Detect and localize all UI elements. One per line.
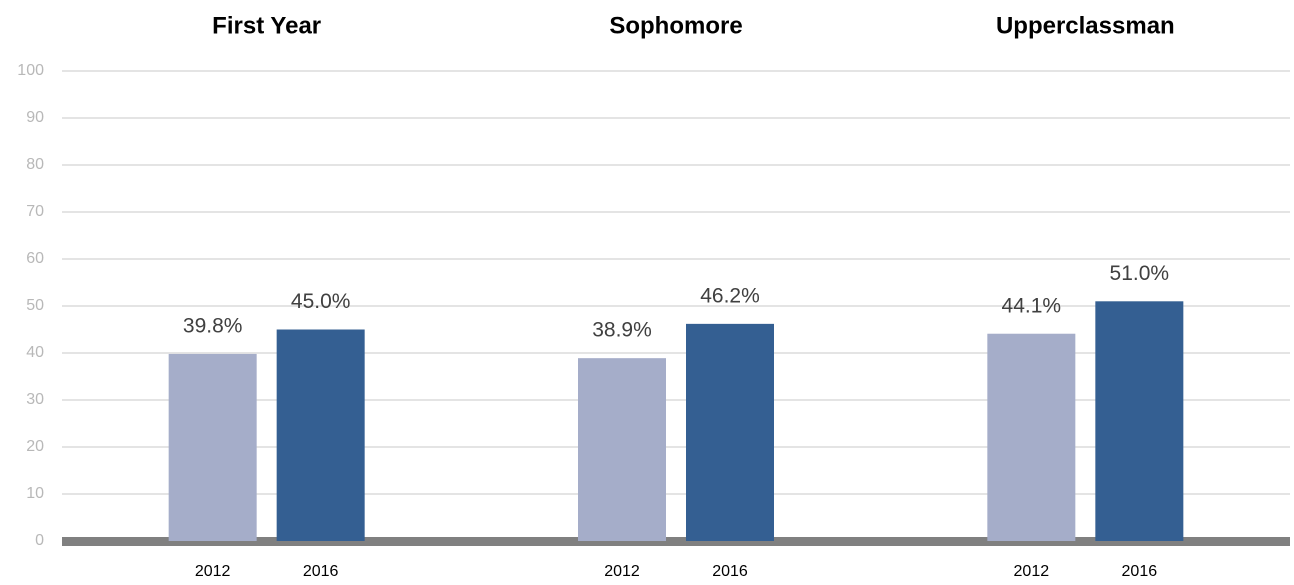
value-label: 44.1% [1002,294,1062,317]
value-label: 39.8% [183,314,243,337]
y-tick-label: 80 [26,156,44,173]
group-title: Sophomore [609,12,742,39]
group-title: First Year [212,12,321,39]
bar [686,323,774,541]
x-tick-label: 2016 [1122,563,1158,580]
bar [276,329,365,541]
y-tick-label: 30 [26,391,44,408]
y-tick-label: 0 [35,532,44,549]
y-tick-label: 50 [26,297,44,314]
y-tick-label: 60 [26,250,44,267]
y-tick-label: 90 [26,109,44,126]
value-label: 38.9% [592,319,652,342]
value-label: 45.0% [291,290,351,313]
x-tick-label: 2012 [1014,563,1050,580]
bar [987,333,1076,541]
bar [578,358,666,541]
x-tick-label: 2016 [303,563,339,580]
value-label: 46.2% [700,284,760,307]
y-tick-label: 100 [17,62,44,79]
value-label: 51.0% [1110,262,1170,285]
x-tick-label: 2012 [604,563,640,580]
y-tick-label: 70 [26,203,44,220]
x-tick-label: 2012 [195,563,231,580]
y-tick-label: 10 [26,485,44,502]
x-tick-label: 2016 [712,563,748,580]
x-axis [62,537,1290,546]
group-title: Upperclassman [996,12,1175,39]
bar [168,353,257,541]
y-tick-label: 20 [26,438,44,455]
bar [1095,301,1184,541]
y-tick-label: 40 [26,344,44,361]
